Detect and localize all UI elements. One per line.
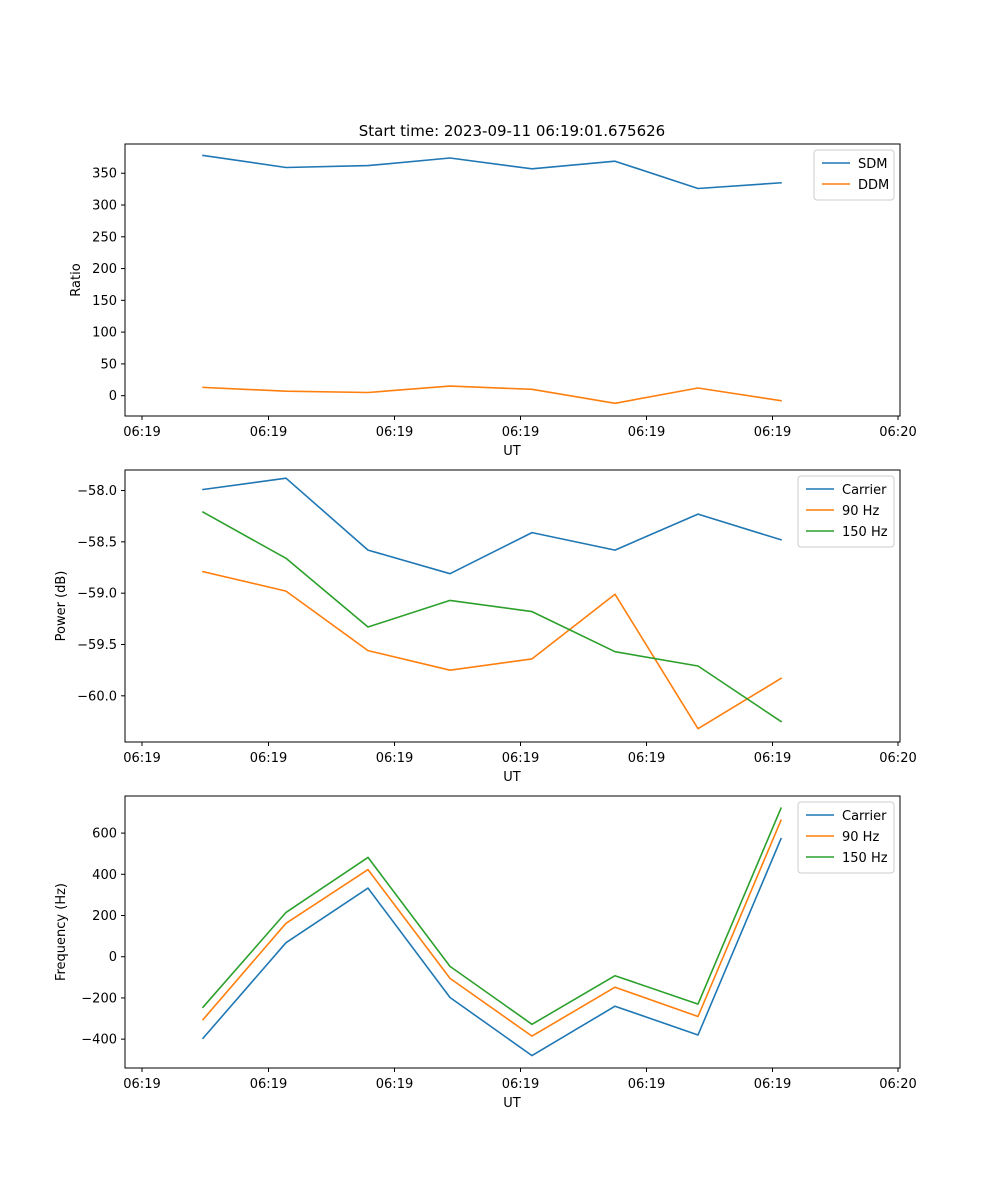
y-tick-label: 400: [92, 868, 117, 883]
x-tick-label: 06:20: [879, 425, 916, 440]
legend-box: [797, 475, 895, 548]
y-tick-label: 600: [92, 827, 117, 842]
legend-box: [797, 801, 895, 874]
legend-label: SDM: [858, 157, 887, 172]
y-tick-label: −59.0: [77, 587, 117, 602]
y-tick-label: 250: [92, 230, 117, 245]
x-tick-label: 06:19: [250, 1077, 287, 1092]
series-line-ddm: [202, 385, 782, 405]
series-line-carrier: [201, 837, 783, 1057]
y-tick-label: −59.5: [77, 638, 117, 653]
x-tick-label: 06:19: [250, 425, 287, 440]
x-axis-label: UT: [503, 770, 521, 785]
x-tick-label: 06:19: [250, 751, 287, 766]
x-tick-label: 06:20: [879, 751, 916, 766]
y-tick-label: −60.0: [77, 689, 117, 704]
x-tick-label: 06:19: [376, 425, 413, 440]
y-tick-label: 300: [92, 199, 117, 214]
y-axis-label: Ratio: [69, 263, 84, 296]
y-tick-label: 150: [92, 294, 117, 309]
x-axis-label: UT: [503, 1096, 521, 1111]
y-axis-label: Power (dB): [54, 571, 69, 642]
y-tick-label: −200: [81, 991, 117, 1006]
y-tick-label: −58.5: [77, 535, 117, 550]
chart-panel-1: 06:19 06:19 06:19 06:19 06:19 06:19 06:20 0 50 10…: [69, 143, 917, 459]
x-tick-label: 06:19: [502, 425, 539, 440]
x-axis-label: UT: [503, 444, 521, 459]
x-tick-label: 06:19: [123, 1077, 160, 1092]
chart-panel-3: 06:19 06:19 06:19 06:19 06:19 06:19 06:20 −400 −…: [54, 795, 917, 1111]
x-tick-label: 06:19: [628, 1077, 665, 1092]
legend-label: 90 Hz: [842, 830, 879, 845]
x-tick-label: 06:19: [123, 425, 160, 440]
chart-panel-2: 06:19 06:19 06:19 06:19 06:19 06:19 06:20 −58.0…: [54, 469, 917, 785]
legend: Carrier 90 Hz 150 Hz: [797, 801, 895, 874]
x-tick-label: 06:19: [376, 1077, 413, 1092]
y-tick-label: 200: [92, 262, 117, 277]
plot-area: [124, 795, 901, 1069]
legend-label: Carrier: [842, 809, 887, 824]
series-line-carrier: [202, 477, 783, 575]
series-line-90-hz: [202, 570, 783, 730]
plot-area: [124, 469, 901, 743]
legend-label: 150 Hz: [842, 851, 888, 866]
series-line-150-hz: [201, 511, 783, 723]
plot-area: [124, 143, 901, 417]
y-tick-label: 0: [109, 950, 117, 965]
x-tick-label: 06:19: [754, 751, 791, 766]
x-tick-label: 06:19: [628, 751, 665, 766]
y-tick-label: 0: [109, 389, 117, 404]
x-tick-label: 06:19: [502, 751, 539, 766]
legend-label: 150 Hz: [842, 525, 888, 540]
legend-label: 90 Hz: [842, 504, 879, 519]
y-axis-label: Frequency (Hz): [54, 883, 69, 981]
series-line-sdm: [202, 154, 782, 190]
y-tick-label: 200: [92, 909, 117, 924]
x-tick-label: 06:19: [628, 425, 665, 440]
x-tick-label: 06:19: [123, 751, 160, 766]
x-tick-label: 06:19: [502, 1077, 539, 1092]
y-tick-label: −400: [81, 1033, 117, 1048]
y-tick-label: −58.0: [77, 484, 117, 499]
y-tick-label: 100: [92, 326, 117, 341]
series-line-90-hz: [201, 819, 783, 1037]
x-tick-label: 06:19: [754, 425, 791, 440]
x-tick-label: 06:19: [754, 1077, 791, 1092]
legend-label: Carrier: [842, 483, 887, 498]
y-tick-label: 50: [100, 357, 117, 372]
y-tick-label: 350: [92, 167, 117, 182]
legend: SDM DDM: [813, 149, 895, 201]
x-tick-label: 06:20: [879, 1077, 916, 1092]
legend: Carrier 90 Hz 150 Hz: [797, 475, 895, 548]
series-line-150-hz: [201, 807, 783, 1026]
x-tick-label: 06:19: [376, 751, 413, 766]
legend-label: DDM: [858, 178, 889, 193]
chart-title: Start time: 2023-09-11 06:19:01.675626: [359, 122, 665, 140]
